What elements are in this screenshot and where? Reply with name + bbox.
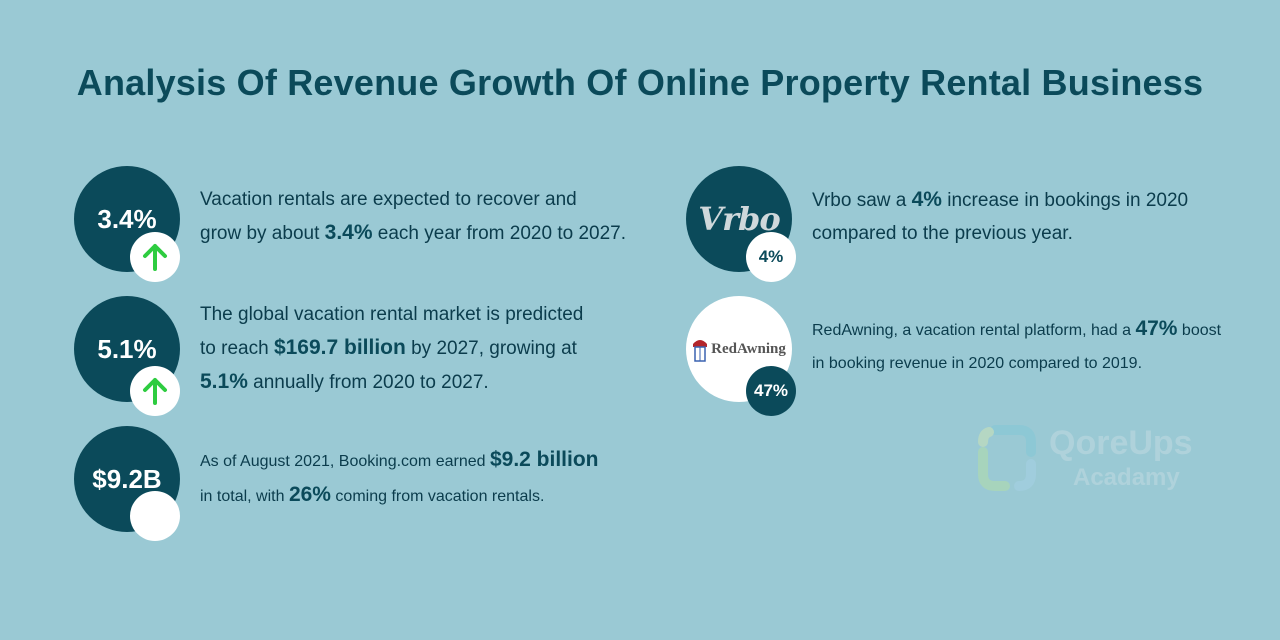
highlight: $169.7 billion	[273, 336, 406, 359]
watermark-line2: Acadamy	[1073, 464, 1180, 491]
empty-badge	[130, 491, 180, 541]
text-line: compared to the previous year.	[812, 223, 1073, 244]
stat-description: The global vacation rental market is pre…	[200, 298, 583, 399]
stat-description: Vacation rentals are expected to recover…	[200, 183, 626, 250]
highlight: 4%	[911, 188, 942, 211]
highlight: 47%	[1135, 317, 1178, 340]
watermark-text: QoreUps Acadamy	[1049, 426, 1193, 490]
watermark-line1: QoreUps	[1049, 424, 1193, 462]
badge-value: 47%	[753, 381, 789, 400]
stat-badge: 4%	[746, 232, 796, 282]
text-line: The global vacation rental market is pre…	[200, 304, 584, 325]
badge-value: 4%	[758, 247, 784, 266]
up-arrow-icon	[143, 378, 167, 405]
stat-value: 3.4%	[97, 203, 157, 234]
text-line: RedAwning, a vacation rental platform, h…	[812, 317, 1222, 340]
highlight: 26%	[288, 483, 331, 506]
text-line: in total, with 26% coming from vacation …	[200, 483, 545, 506]
stat-description: RedAwning, a vacation rental platform, h…	[812, 312, 1221, 380]
redawning-logo: RedAwning	[692, 336, 786, 362]
stat-value: 5.1%	[97, 333, 157, 364]
vrbo-logo-circle: Vrbo	[686, 166, 792, 272]
awning-icon	[693, 340, 708, 362]
stat-description: As of August 2021, Booking.com earned $9…	[200, 443, 599, 513]
stat-circle-3-4: 3.4%	[74, 166, 180, 272]
text-line: As of August 2021, Booking.com earned $9…	[200, 448, 599, 471]
watermark: QoreUps Acadamy	[975, 422, 1193, 494]
text-line: to reach $169.7 billion by 2027, growing…	[200, 336, 577, 359]
qoreups-logo-icon	[978, 425, 1036, 491]
highlight: 3.4%	[324, 221, 373, 244]
redawning-wordmark: RedAwning	[711, 340, 786, 357]
text-line: Vacation rentals are expected to recover…	[200, 189, 577, 210]
up-arrow-icon	[143, 244, 167, 271]
up-arrow-badge	[130, 366, 180, 416]
stat-description: Vrbo saw a 4% increase in bookings in 20…	[812, 183, 1188, 250]
page-title: Analysis Of Revenue Growth Of Online Pro…	[76, 62, 1204, 103]
vrbo-logo: Vrbo	[698, 200, 780, 238]
up-arrow-badge	[130, 232, 180, 282]
text-line: grow by about 3.4% each year from 2020 t…	[200, 221, 627, 244]
highlight: 5.1%	[200, 370, 248, 393]
highlight: $9.2 billion	[489, 448, 599, 471]
stat-badge: 47%	[746, 366, 796, 416]
text-line: 5.1% annually from 2020 to 2027.	[200, 370, 489, 393]
text-line: Vrbo saw a 4% increase in bookings in 20…	[812, 188, 1189, 211]
text-line: in booking revenue in 2020 compared to 2…	[812, 355, 1143, 372]
stat-value: $9.2B	[92, 463, 162, 494]
